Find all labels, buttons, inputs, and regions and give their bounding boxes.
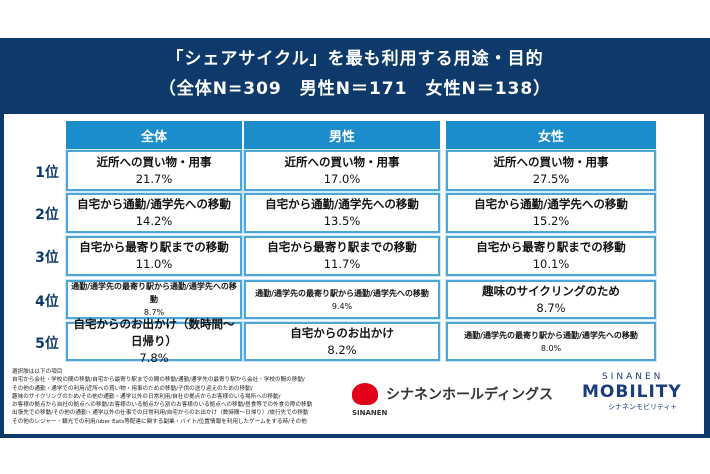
table-cell: 通勤/通学先の最寄り駅から通勤/通学先への移動 8.7% [66,280,242,319]
table-cell: 自宅から最寄り駅までの移動 11.0% [66,236,242,276]
rank-label: 1位 [35,164,59,181]
cell-value: 8.7% [143,308,165,317]
cell-value: 13.5% [323,214,361,228]
rank-label: 5位 [35,335,59,352]
rank-label: 2位 [35,207,59,223]
footnote-line: 選択肢は以下の項目 [12,369,63,375]
sinanen-logo-en: SINANEN [352,409,388,417]
table-cell: 趣味のサイクリングのため 8.7% [446,280,656,319]
title-line-1: 「シェアサイクル」を最も利用する用途・目的 [166,49,544,69]
cell-value: 8.7% [536,300,566,315]
cell-label: 近所への買い物・用事 [284,154,400,169]
table-cell: 自宅から最寄り駅までの移動 11.7% [244,236,440,276]
sinanen-holdings-logo: シナネンホールディングス SINANEN [352,383,554,417]
cell-value: 8.0% [540,343,562,353]
mobility-logo-main: MOBILITY [582,382,682,402]
cell-label: 通勤/通学先の最寄り駅から通勤/通学先への移動 [255,288,429,298]
table-cell: 自宅から通勤/通学先への移動 14.2% [66,193,242,233]
cell-label: 近所への買い物・用事 [96,154,212,169]
table-cell: 通勤/通学先の最寄り駅から通勤/通学先への移動 9.4% [244,280,440,319]
column-header: 男性 [244,121,440,149]
page-title: 「シェアサイクル」を最も利用する用途・目的 （全体N=309 男性N＝171 女… [0,44,710,104]
table-cell: 近所への買い物・用事 17.0% [244,150,440,191]
column-header: 女性 [446,121,656,149]
cell-value: 21.7% [135,171,173,186]
cell-label: 自宅から通勤/通学先への移動 [474,197,628,211]
sinanen-logo-text: シナネンホールディングス [386,387,554,403]
footnote-line: その他の通勤・通学での利用/近所への買い物・用事のための移動/子供の送り迎えのた… [12,385,253,392]
table-cell: 自宅から最寄り駅までの移動 10.1% [446,236,656,276]
cell-value: 17.0% [323,171,361,186]
cell-label: 自宅から最寄り駅までの移動 [267,240,417,254]
mobility-logo-top: SINANEN [602,372,664,382]
cell-label: 自宅から最寄り駅までの移動 [79,240,229,254]
rank-label: 4位 [35,293,59,310]
cell-label: 自宅からのお出かけ [290,325,394,340]
cell-label: 自宅からのお出かけ（数時間～日帰り） [73,317,235,348]
footnote-line: 出張先での移動/その他の通勤・通学以外の仕事での日常利用/自宅からのお出かけ（数… [12,410,309,417]
footnote-line: 自宅から会社・学校の間の移動/自宅から最寄り駅までの間の移動/通勤/通学先の最寄… [12,377,305,384]
cell-label: 自宅から通勤/通学先への移動 [77,197,231,211]
cell-value: 7.8% [139,351,169,365]
table-cell: 自宅からのお出かけ 8.2% [244,322,440,361]
footnote-line: 趣味のサイクリングのため/その他の通勤・通学以外の日常利用/自社の拠点からお客様… [12,393,281,400]
sinanen-mark-icon [352,383,378,405]
cell-label: 通勤/通学先の最寄り駅から通勤/通学先への移動 [71,282,237,304]
cell-label: 自宅から通勤/通学先への移動 [265,197,419,211]
cell-value: 10.1% [532,257,570,271]
cell-label: 通勤/通学先の最寄り駅から通勤/通学先への移動 [464,330,638,340]
sinanen-mobility-logo: SINANEN MOBILITY シナネンモビリティ+ [582,372,692,412]
footnote-line: その他のレジャー・観光での利用/uber Eats等配達に関する副業・バイト/位… [12,418,307,425]
footnote-line: お客様の拠点から自社の拠点への移動/お客様のいる拠点から別のお客様のいる拠点への… [12,402,313,409]
rank-label: 3位 [35,250,59,266]
cell-value: 27.5% [532,171,570,186]
mobility-logo-jp: シナネンモビリティ+ [608,403,677,411]
footnotes: 選択肢は以下の項目自宅から会社・学校の間の移動/自宅から最寄り駅までの間の移動/… [12,368,352,426]
column-header: 全体 [66,121,242,149]
cell-label: 趣味のサイクリングのため [482,283,620,298]
cell-value: 11.0% [135,257,173,271]
cell-value: 9.4% [331,301,353,311]
table-cell: 通勤/通学先の最寄り駅から通勤/通学先への移動 8.0% [446,322,656,361]
cell-label: 近所への買い物・用事 [493,154,609,169]
cell-label: 自宅から最寄り駅までの移動 [476,240,626,254]
cell-value: 15.2% [532,214,570,228]
cell-value: 11.7% [323,257,361,271]
table-cell: 自宅からのお出かけ（数時間～日帰り） 7.8% [66,317,242,365]
title-line-2: （全体N=309 男性N＝171 女性N＝138） [158,79,552,99]
table-cell: 自宅から通勤/通学先への移動 13.5% [244,193,440,233]
table-cell: 自宅から通勤/通学先への移動 15.2% [446,193,656,233]
cell-value: 14.2% [135,214,173,228]
table-cell: 近所への買い物・用事 27.5% [446,150,656,191]
cell-value: 8.2% [327,342,357,357]
table-cell: 近所への買い物・用事 21.7% [66,150,242,191]
